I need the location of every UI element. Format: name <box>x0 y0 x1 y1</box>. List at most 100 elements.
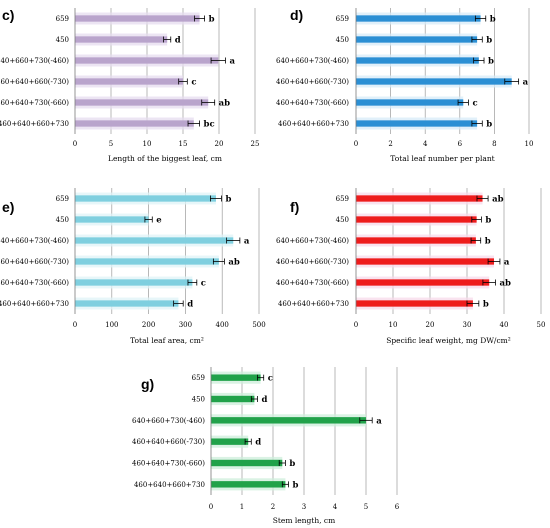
bar <box>75 57 219 64</box>
x-tick-label: 8 <box>492 140 496 148</box>
panel-c: c) b 659 d 450 a 640+660+730(-460) c 460+640+660… <box>0 7 259 163</box>
significance-label: a <box>376 416 382 426</box>
x-tick-label: 300 <box>179 321 192 329</box>
x-tick-label: 0 <box>354 321 358 329</box>
x-tick-label: 10 <box>525 140 534 148</box>
significance-label: ab <box>492 195 504 205</box>
x-tick-label: 30 <box>463 321 472 329</box>
x-tick-label: 5 <box>109 140 113 148</box>
bar <box>75 99 209 106</box>
x-axis-label: Length of the biggest leaf, cm <box>108 154 222 163</box>
bar <box>211 395 255 403</box>
bar <box>211 481 286 488</box>
significance-label: a <box>244 237 250 247</box>
significance-label: b <box>209 15 215 25</box>
category-label: 659 <box>192 374 205 382</box>
category-label: 640+660+730(-460) <box>276 57 349 65</box>
panel-letter: c) <box>2 7 14 23</box>
bar <box>75 258 219 265</box>
x-axis-label: Total leaf number per plant <box>390 154 494 163</box>
category-label: 460+640+660(-730) <box>276 78 349 86</box>
category-label: 640+660+730(-460) <box>0 237 69 245</box>
category-label: 640+660+730(-460) <box>132 417 205 425</box>
x-tick-label: 500 <box>252 321 265 329</box>
significance-label: b <box>485 237 491 247</box>
x-tick-label: 4 <box>423 140 428 148</box>
panel-f: f) ab 659 b 450 b 640+660+730(-460) a 460+640+66… <box>276 188 545 345</box>
x-tick-label: 15 <box>179 140 188 148</box>
category-label: 460+640+660+730 <box>278 300 349 308</box>
category-label: 659 <box>56 15 69 23</box>
panel-letter: e) <box>2 199 14 215</box>
category-label: 450 <box>56 216 69 224</box>
significance-label: a <box>229 57 235 67</box>
bar <box>356 57 479 64</box>
x-tick-label: 25 <box>251 140 260 148</box>
category-label: 460+640+660(-730) <box>276 258 349 266</box>
x-tick-label: 20 <box>426 321 435 329</box>
bar <box>75 216 149 223</box>
bar <box>211 374 261 381</box>
category-label: 460+640+660(-730) <box>132 438 205 446</box>
category-label: 450 <box>56 36 69 44</box>
significance-label: ab <box>219 99 231 109</box>
bar <box>356 300 473 307</box>
category-label: 659 <box>336 15 349 23</box>
x-tick-label: 0 <box>209 503 213 511</box>
category-label: 460+640+660+730 <box>0 120 69 128</box>
x-tick-label: 3 <box>302 503 306 511</box>
bar <box>75 300 179 307</box>
significance-label: b <box>486 120 492 130</box>
category-label: 460+640+660+730 <box>0 300 69 308</box>
x-tick-label: 400 <box>216 321 229 329</box>
category-label: 460+640+730(-660) <box>276 279 349 287</box>
bar <box>356 279 490 286</box>
x-tick-label: 10 <box>143 140 152 148</box>
bar <box>356 237 476 244</box>
significance-label: c <box>201 279 206 289</box>
bar <box>356 15 481 22</box>
bar <box>75 78 183 85</box>
x-tick-label: 100 <box>105 321 118 329</box>
bar <box>356 258 495 265</box>
significance-label: b <box>293 480 299 490</box>
significance-label: ab <box>228 258 240 268</box>
category-label: 450 <box>336 216 349 224</box>
significance-label: d <box>255 438 261 448</box>
panel-d: d) b 659 b 450 b 640+660+730(-460) a 460+640+660… <box>276 7 533 163</box>
bar <box>211 459 283 467</box>
significance-label: c <box>191 78 196 88</box>
category-label: 659 <box>56 195 69 203</box>
x-tick-label: 6 <box>395 503 400 511</box>
significance-label: b <box>488 57 494 67</box>
significance-label: a <box>504 258 510 268</box>
bar <box>75 279 193 286</box>
x-axis-label: Specific leaf weight, mg DW/cm² <box>386 336 511 345</box>
panel-e: e) b 659 e 450 a 640+660+730(-460) ab 460+640+66… <box>0 188 266 345</box>
panel-g: g) c659d450a640+660+730(-460)d460+640+660… <box>132 367 400 525</box>
x-tick-label: 1 <box>240 503 244 511</box>
significance-label: d <box>175 36 181 46</box>
category-label: 640+660+730(-460) <box>0 57 69 65</box>
bar <box>356 78 512 85</box>
x-tick-label: 20 <box>215 140 224 148</box>
significance-label: a <box>523 78 529 88</box>
significance-label: e <box>156 216 162 226</box>
significance-label: d <box>187 300 193 310</box>
significance-label: c <box>268 374 273 384</box>
significance-label: b <box>225 195 231 205</box>
x-tick-label: 10 <box>389 321 398 329</box>
bar <box>75 15 200 22</box>
x-tick-label: 40 <box>500 321 509 329</box>
x-tick-label: 0 <box>73 140 77 148</box>
bar <box>75 36 168 43</box>
bar <box>211 417 366 424</box>
x-tick-label: 200 <box>142 321 155 329</box>
significance-label: b <box>490 15 496 25</box>
category-label: 460+640+660+730 <box>134 481 205 489</box>
bar <box>75 237 234 244</box>
significance-label: b <box>486 36 492 46</box>
bar <box>75 120 194 127</box>
bar <box>356 195 483 202</box>
